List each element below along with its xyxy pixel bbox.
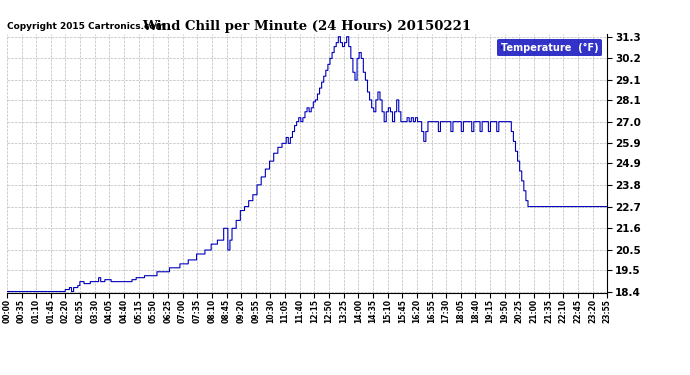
Legend: Temperature  (°F): Temperature (°F) bbox=[497, 39, 602, 57]
Text: Copyright 2015 Cartronics.com: Copyright 2015 Cartronics.com bbox=[7, 22, 165, 31]
Title: Wind Chill per Minute (24 Hours) 20150221: Wind Chill per Minute (24 Hours) 2015022… bbox=[143, 20, 471, 33]
